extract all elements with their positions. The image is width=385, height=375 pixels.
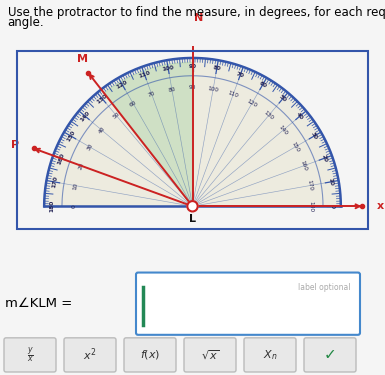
Text: 50: 50 xyxy=(112,111,121,120)
Text: 180: 180 xyxy=(50,200,55,212)
Text: 130: 130 xyxy=(263,110,275,121)
Text: P: P xyxy=(11,140,19,150)
Text: 20: 20 xyxy=(320,154,328,163)
FancyBboxPatch shape xyxy=(64,338,116,372)
Text: 100: 100 xyxy=(207,86,219,93)
Text: 80: 80 xyxy=(168,86,176,93)
Text: 0: 0 xyxy=(330,204,335,208)
Text: 70: 70 xyxy=(147,91,156,98)
Text: 70: 70 xyxy=(236,71,245,78)
Text: 30: 30 xyxy=(86,142,94,152)
Text: 140: 140 xyxy=(79,110,91,123)
Text: N: N xyxy=(194,13,203,23)
FancyBboxPatch shape xyxy=(4,338,56,372)
Text: angle.: angle. xyxy=(8,16,44,29)
Text: 110: 110 xyxy=(138,70,151,79)
Text: 40: 40 xyxy=(97,126,106,135)
Text: Use the protractor to find the measure, in degrees, for each requested: Use the protractor to find the measure, … xyxy=(8,6,385,19)
FancyBboxPatch shape xyxy=(244,338,296,372)
Text: M: M xyxy=(77,54,87,64)
Text: $X_n$: $X_n$ xyxy=(263,348,277,362)
Text: 170: 170 xyxy=(306,180,313,192)
Text: 150: 150 xyxy=(290,141,300,153)
Text: 10: 10 xyxy=(72,182,79,190)
Text: label optional: label optional xyxy=(298,283,350,292)
Text: 180: 180 xyxy=(309,201,314,212)
Text: 160: 160 xyxy=(300,160,308,172)
FancyBboxPatch shape xyxy=(124,338,176,372)
Text: 60: 60 xyxy=(258,81,267,89)
Text: 60: 60 xyxy=(129,99,137,108)
Text: 130: 130 xyxy=(96,93,109,105)
Text: 40: 40 xyxy=(295,111,305,121)
Text: 160: 160 xyxy=(56,152,65,165)
Text: 170: 170 xyxy=(51,176,58,188)
FancyBboxPatch shape xyxy=(184,338,236,372)
Text: 80: 80 xyxy=(213,65,221,71)
Text: $f(x)$: $f(x)$ xyxy=(140,348,160,361)
Text: m∠KLM =: m∠KLM = xyxy=(5,297,72,310)
Text: 0: 0 xyxy=(71,204,76,208)
Wedge shape xyxy=(104,62,192,206)
Text: 110: 110 xyxy=(227,90,239,99)
Text: $x^2$: $x^2$ xyxy=(83,346,97,363)
Text: 20: 20 xyxy=(77,161,85,170)
Text: ✓: ✓ xyxy=(324,347,336,362)
Text: 90: 90 xyxy=(189,85,196,90)
FancyBboxPatch shape xyxy=(136,273,360,335)
Text: 120: 120 xyxy=(246,99,258,108)
Text: 90: 90 xyxy=(189,64,196,69)
Text: 150: 150 xyxy=(66,130,76,143)
FancyBboxPatch shape xyxy=(304,338,356,372)
Circle shape xyxy=(187,201,198,211)
Text: 10: 10 xyxy=(327,177,334,186)
Text: x: x xyxy=(377,201,385,211)
Text: L: L xyxy=(189,214,196,224)
Text: $\sqrt{x}$: $\sqrt{x}$ xyxy=(201,348,219,361)
Text: 140: 140 xyxy=(278,124,289,136)
Text: 100: 100 xyxy=(162,65,174,72)
Text: 30: 30 xyxy=(310,131,318,141)
Text: $\frac{y}{x}$: $\frac{y}{x}$ xyxy=(27,345,33,364)
Polygon shape xyxy=(44,58,341,206)
Text: 50: 50 xyxy=(278,94,287,104)
Text: 120: 120 xyxy=(116,80,129,90)
